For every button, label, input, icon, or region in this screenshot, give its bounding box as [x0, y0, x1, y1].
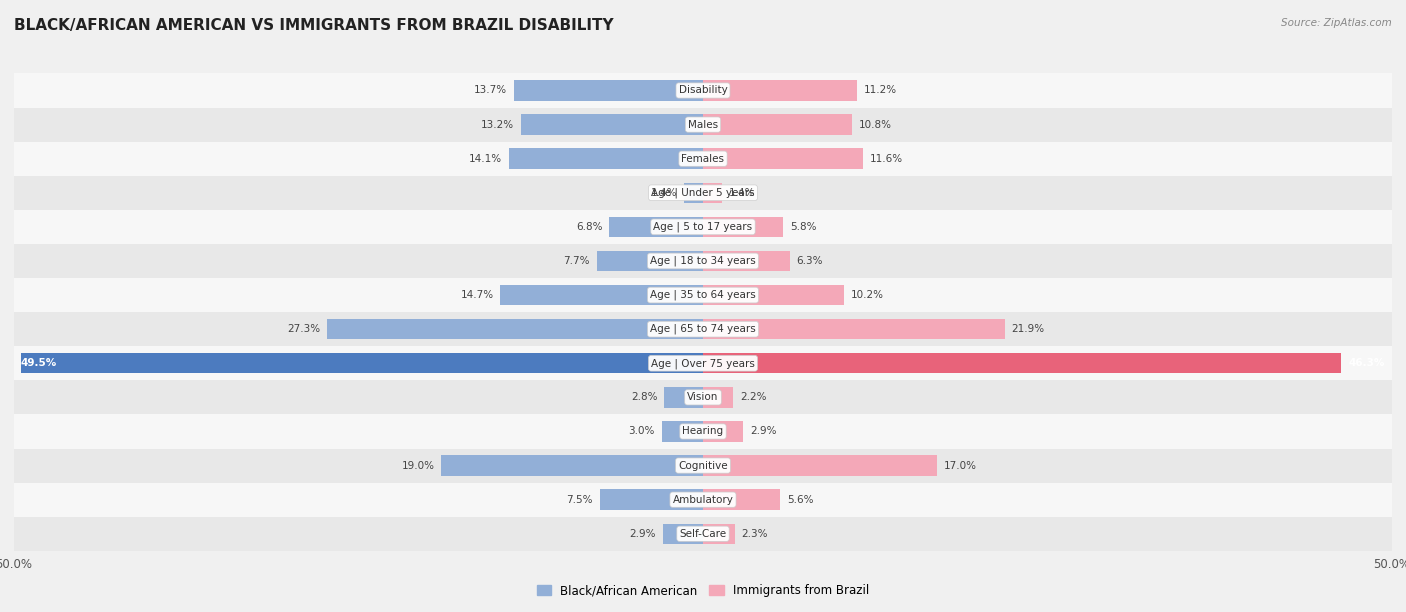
Bar: [703, 149, 863, 169]
Bar: [14, 176, 1392, 210]
Text: 5.6%: 5.6%: [787, 494, 814, 505]
Bar: [703, 80, 858, 101]
Text: Age | Under 5 years: Age | Under 5 years: [651, 187, 755, 198]
Bar: [14, 141, 1392, 176]
Bar: [703, 285, 844, 305]
Bar: [703, 455, 938, 476]
Text: 13.7%: 13.7%: [474, 86, 508, 95]
Bar: [14, 210, 1392, 244]
Bar: [664, 523, 703, 544]
Bar: [14, 312, 1392, 346]
Text: Disability: Disability: [679, 86, 727, 95]
Bar: [14, 517, 1392, 551]
Text: Age | 65 to 74 years: Age | 65 to 74 years: [650, 324, 756, 334]
Text: 14.7%: 14.7%: [460, 290, 494, 300]
Text: 2.8%: 2.8%: [631, 392, 658, 402]
Text: Hearing: Hearing: [682, 427, 724, 436]
Bar: [509, 149, 703, 169]
Text: 1.4%: 1.4%: [730, 188, 755, 198]
Bar: [522, 114, 703, 135]
Bar: [703, 114, 852, 135]
Text: Age | 18 to 34 years: Age | 18 to 34 years: [650, 256, 756, 266]
Text: 10.2%: 10.2%: [851, 290, 883, 300]
Bar: [14, 73, 1392, 108]
Text: 1.4%: 1.4%: [651, 188, 676, 198]
Text: Age | 35 to 64 years: Age | 35 to 64 years: [650, 290, 756, 300]
Text: 2.3%: 2.3%: [741, 529, 768, 539]
Legend: Black/African American, Immigrants from Brazil: Black/African American, Immigrants from …: [531, 580, 875, 602]
Text: 11.6%: 11.6%: [870, 154, 903, 163]
Text: 10.8%: 10.8%: [859, 119, 891, 130]
Bar: [703, 217, 783, 237]
Bar: [21, 353, 703, 373]
Text: 14.1%: 14.1%: [468, 154, 502, 163]
Text: 19.0%: 19.0%: [401, 461, 434, 471]
Bar: [515, 80, 703, 101]
Bar: [599, 490, 703, 510]
Text: 7.5%: 7.5%: [567, 494, 593, 505]
Bar: [14, 414, 1392, 449]
Text: Ambulatory: Ambulatory: [672, 494, 734, 505]
Bar: [662, 421, 703, 442]
Bar: [703, 523, 735, 544]
Text: 6.8%: 6.8%: [576, 222, 602, 232]
Bar: [609, 217, 703, 237]
Text: 49.5%: 49.5%: [21, 358, 58, 368]
Text: Self-Care: Self-Care: [679, 529, 727, 539]
Text: Females: Females: [682, 154, 724, 163]
Text: 7.7%: 7.7%: [564, 256, 591, 266]
Text: 2.9%: 2.9%: [630, 529, 657, 539]
Bar: [683, 182, 703, 203]
Text: Age | Over 75 years: Age | Over 75 years: [651, 358, 755, 368]
Bar: [14, 346, 1392, 380]
Bar: [14, 278, 1392, 312]
Text: Males: Males: [688, 119, 718, 130]
Bar: [703, 319, 1005, 340]
Text: 13.2%: 13.2%: [481, 119, 515, 130]
Text: Cognitive: Cognitive: [678, 461, 728, 471]
Bar: [501, 285, 703, 305]
Text: BLACK/AFRICAN AMERICAN VS IMMIGRANTS FROM BRAZIL DISABILITY: BLACK/AFRICAN AMERICAN VS IMMIGRANTS FRO…: [14, 18, 613, 34]
Text: 2.9%: 2.9%: [749, 427, 776, 436]
Text: 6.3%: 6.3%: [797, 256, 823, 266]
Text: 46.3%: 46.3%: [1348, 358, 1385, 368]
Bar: [703, 421, 742, 442]
Bar: [703, 387, 734, 408]
Text: 2.2%: 2.2%: [740, 392, 766, 402]
Bar: [665, 387, 703, 408]
Text: 21.9%: 21.9%: [1012, 324, 1045, 334]
Text: Source: ZipAtlas.com: Source: ZipAtlas.com: [1281, 18, 1392, 28]
Bar: [14, 483, 1392, 517]
Text: 27.3%: 27.3%: [287, 324, 321, 334]
Bar: [703, 251, 790, 271]
Bar: [14, 380, 1392, 414]
Text: 17.0%: 17.0%: [945, 461, 977, 471]
Bar: [441, 455, 703, 476]
Bar: [703, 490, 780, 510]
Text: Age | 5 to 17 years: Age | 5 to 17 years: [654, 222, 752, 232]
Text: 5.8%: 5.8%: [790, 222, 817, 232]
Bar: [14, 244, 1392, 278]
Text: Vision: Vision: [688, 392, 718, 402]
Bar: [703, 182, 723, 203]
Bar: [598, 251, 703, 271]
Bar: [14, 449, 1392, 483]
Bar: [326, 319, 703, 340]
Bar: [14, 108, 1392, 141]
Bar: [703, 353, 1341, 373]
Text: 11.2%: 11.2%: [865, 86, 897, 95]
Text: 3.0%: 3.0%: [628, 427, 655, 436]
